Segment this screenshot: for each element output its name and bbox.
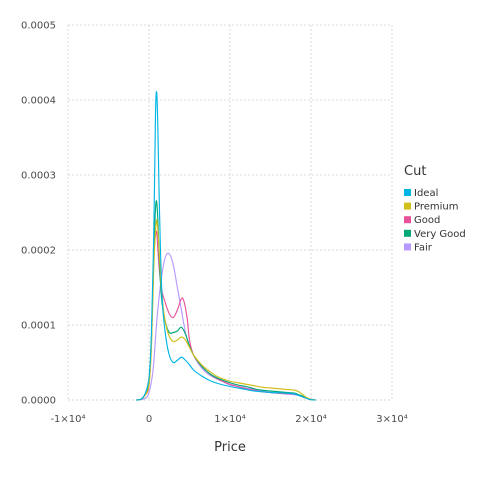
- legend-label: Very Good: [414, 229, 466, 240]
- y-tick-label: 0.0002: [21, 246, 56, 257]
- legend-label: Fair: [414, 242, 433, 253]
- y-tick-label: 0.0004: [21, 96, 56, 107]
- series-line-ideal: [136, 91, 316, 401]
- x-tick-label: 0: [146, 414, 152, 425]
- series-line-fair: [136, 252, 316, 401]
- series-lines: [136, 91, 316, 401]
- series-line-very-good: [136, 200, 316, 401]
- x-axis-tick-labels: -1×10⁴ 0 1×10⁴ 2×10⁴ 3×10⁴: [50, 414, 407, 425]
- x-tick-label: -1×10⁴: [50, 414, 85, 425]
- legend-label: Ideal: [414, 188, 438, 199]
- legend-item-premium: Premium: [404, 202, 459, 213]
- legend-item-good: Good: [404, 215, 440, 226]
- grid: [67, 24, 393, 401]
- x-tick-label: 1×10⁴: [214, 414, 245, 425]
- x-tick-label: 3×10⁴: [376, 414, 407, 425]
- legend-swatch: [404, 229, 411, 237]
- legend-swatch: [404, 189, 411, 196]
- legend: Cut Ideal Premium Good Very Good Fair: [404, 164, 466, 253]
- y-tick-label: 0.0005: [21, 21, 56, 32]
- y-tick-label: 0.0000: [21, 396, 56, 407]
- legend-item-very-good: Very Good: [404, 229, 466, 240]
- legend-swatch: [404, 216, 411, 224]
- y-axis-tick-labels: 0.0000 0.0001 0.0002 0.0003 0.0004 0.0005: [21, 21, 56, 407]
- legend-item-ideal: Ideal: [404, 188, 438, 199]
- legend-label: Good: [414, 215, 440, 226]
- legend-label: Premium: [414, 202, 459, 213]
- y-tick-label: 0.0001: [21, 321, 56, 332]
- legend-swatch: [404, 202, 411, 210]
- legend-swatch: [404, 243, 411, 251]
- y-tick-label: 0.0003: [21, 171, 56, 182]
- legend-item-fair: Fair: [404, 242, 433, 253]
- series-line-premium: [136, 219, 316, 401]
- x-axis-title: Price: [214, 440, 246, 455]
- legend-title: Cut: [404, 164, 426, 179]
- x-tick-label: 2×10⁴: [295, 414, 326, 425]
